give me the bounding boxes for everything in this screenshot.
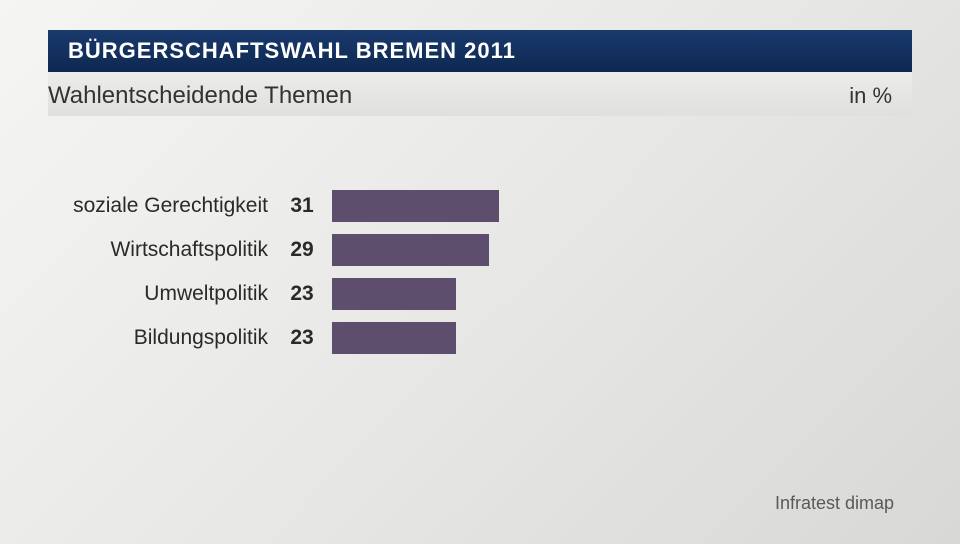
bar-track [332, 190, 912, 222]
unit-label: in % [849, 83, 892, 109]
bar-label: Umweltpolitik [48, 282, 280, 306]
header-title: BÜRGERSCHAFTSWAHL BREMEN 2011 [68, 38, 892, 64]
header-bar: BÜRGERSCHAFTSWAHL BREMEN 2011 [48, 30, 912, 72]
bar-row: Bildungspolitik 23 [48, 318, 912, 358]
bar-label: Wirtschaftspolitik [48, 238, 280, 262]
subtitle-row: Wahlentscheidende Themen in % [48, 72, 912, 116]
bar-label: soziale Gerechtigkeit [48, 194, 280, 218]
bar-row: Umweltpolitik 23 [48, 274, 912, 314]
bar-label: Bildungspolitik [48, 326, 280, 350]
chart-subtitle: Wahlentscheidende Themen [48, 82, 352, 110]
bar-row: Wirtschaftspolitik 29 [48, 230, 912, 270]
bar-value: 23 [280, 282, 324, 306]
bar-fill [332, 190, 499, 222]
bar-track [332, 278, 912, 310]
bar-fill [332, 234, 489, 266]
bar-fill [332, 322, 456, 354]
bar-value: 31 [280, 194, 324, 218]
bar-track [332, 322, 912, 354]
bar-value: 29 [280, 238, 324, 262]
bar-fill [332, 278, 456, 310]
bar-row: soziale Gerechtigkeit 31 [48, 186, 912, 226]
chart-container: BÜRGERSCHAFTSWAHL BREMEN 2011 Wahlentsch… [0, 0, 960, 358]
bar-track [332, 234, 912, 266]
bar-chart: soziale Gerechtigkeit 31 Wirtschaftspoli… [48, 186, 912, 358]
source-attribution: Infratest dimap [775, 493, 894, 514]
bar-value: 23 [280, 326, 324, 350]
